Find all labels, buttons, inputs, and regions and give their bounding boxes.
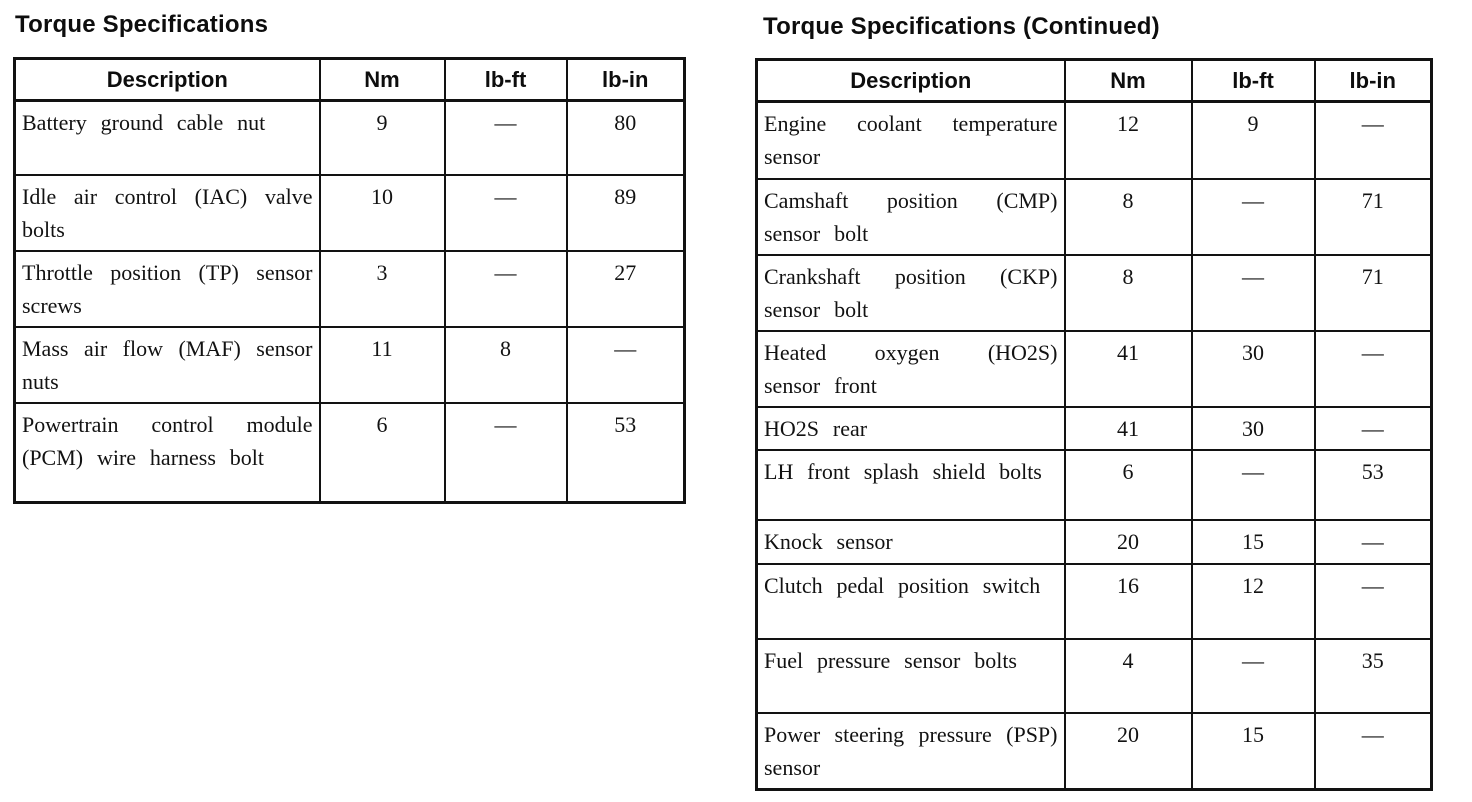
cell-lbin: —: [1313, 329, 1433, 408]
cell-nm: 8: [1063, 253, 1193, 332]
cell-lbft: —: [1190, 177, 1316, 256]
cell-nm: 8: [1063, 177, 1193, 256]
table-row: Crankshaft position (CKP) sensor bolt 8 …: [755, 253, 1433, 332]
cell-nm: 6: [1063, 448, 1193, 521]
cell-lbft: —: [443, 401, 568, 504]
table-row: HO2S rear 41 30 —: [755, 405, 1433, 451]
cell-lbin: —: [1313, 562, 1433, 640]
cell-lbft: 30: [1190, 405, 1316, 451]
cell-nm: 41: [1063, 329, 1193, 408]
cell-nm: 3: [318, 249, 446, 328]
cell-lbft: —: [1190, 637, 1316, 714]
cell-nm: 11: [318, 325, 446, 404]
cell-lbin: —: [1313, 518, 1433, 565]
cell-description: Camshaft position (CMP) sensor bolt: [755, 177, 1066, 256]
cell-lbft: —: [443, 249, 568, 328]
cell-nm: 9: [318, 99, 446, 176]
table-row: Clutch pedal position switch 16 12 —: [755, 562, 1433, 640]
cell-description: Knock sensor: [755, 518, 1066, 565]
table-row: Engine coolant temperature sensor 12 9 —: [755, 100, 1433, 180]
cell-description: Fuel pressure sensor bolts: [755, 637, 1066, 714]
cell-nm: 4: [1063, 637, 1193, 714]
column-header-nm: Nm: [318, 57, 446, 102]
cell-lbin: 27: [565, 249, 686, 328]
cell-lbin: —: [1313, 100, 1433, 180]
cell-description: HO2S rear: [755, 405, 1066, 451]
cell-lbin: 71: [1313, 177, 1433, 256]
cell-nm: 41: [1063, 405, 1193, 451]
cell-lbft: —: [443, 99, 568, 176]
cell-lbin: 71: [1313, 253, 1433, 332]
cell-lbft: 12: [1190, 562, 1316, 640]
table-row: Power steering pressure (PSP) sensor 20 …: [755, 711, 1433, 790]
cell-lbft: 15: [1190, 711, 1316, 790]
cell-description: Power steering pressure (PSP) sensor: [755, 711, 1066, 790]
table-row: Idle air control (IAC) valve bolts 10 — …: [13, 173, 686, 252]
cell-lbin: 53: [565, 401, 686, 504]
column-header-description: Description: [13, 57, 321, 102]
table-row: Heated oxygen (HO2S) sensor front 41 30 …: [755, 329, 1433, 408]
table-row: Powertrain control module (PCM) wire har…: [13, 401, 686, 504]
torque-specifications-continued-table: Description Nm lb-ft lb-in Engine coolan…: [755, 58, 1433, 791]
column-header-nm: Nm: [1063, 58, 1193, 103]
column-header-lbft: lb-ft: [1190, 58, 1316, 103]
cell-lbft: 9: [1190, 100, 1316, 180]
cell-lbin: 35: [1313, 637, 1433, 714]
cell-description: Heated oxygen (HO2S) sensor front: [755, 329, 1066, 408]
cell-lbin: —: [565, 325, 686, 404]
cell-lbin: —: [1313, 405, 1433, 451]
table-header-row: Description Nm lb-ft lb-in: [13, 57, 686, 102]
cell-lbin: 89: [565, 173, 686, 252]
table-title-torque-specs: Torque Specifications: [15, 11, 269, 38]
table-row: LH front splash shield bolts 6 — 53: [755, 448, 1433, 521]
cell-lbft: —: [443, 173, 568, 252]
cell-lbft: 8: [443, 325, 568, 404]
table-row: Fuel pressure sensor bolts 4 — 35: [755, 637, 1433, 714]
cell-nm: 12: [1063, 100, 1193, 180]
cell-description: Idle air control (IAC) valve bolts: [13, 173, 321, 252]
table-row: Knock sensor 20 15 —: [755, 518, 1433, 565]
table-row: Throttle position (TP) sensor screws 3 —…: [13, 249, 686, 328]
column-header-lbft: lb-ft: [443, 57, 568, 102]
column-header-description: Description: [755, 58, 1066, 103]
table-row: Mass air flow (MAF) sensor nuts 11 8 —: [13, 325, 686, 404]
cell-description: Throttle position (TP) sensor screws: [13, 249, 321, 328]
cell-description: LH front splash shield bolts: [755, 448, 1066, 521]
table-header-row: Description Nm lb-ft lb-in: [755, 58, 1433, 103]
cell-lbft: 15: [1190, 518, 1316, 565]
cell-description: Powertrain control module (PCM) wire har…: [13, 401, 321, 504]
cell-description: Crankshaft position (CKP) sensor bolt: [755, 253, 1066, 332]
cell-description: Mass air flow (MAF) sensor nuts: [13, 325, 321, 404]
cell-lbin: —: [1313, 711, 1433, 790]
table-title-torque-specs-continued: Torque Specifications (Continued): [763, 13, 1160, 40]
cell-nm: 6: [318, 401, 446, 504]
cell-description: Battery ground cable nut: [13, 99, 321, 176]
cell-description: Engine coolant temperature sensor: [755, 100, 1066, 180]
cell-lbft: 30: [1190, 329, 1316, 408]
cell-nm: 16: [1063, 562, 1193, 640]
cell-lbin: 53: [1313, 448, 1433, 521]
torque-specifications-table: Description Nm lb-ft lb-in Battery groun…: [13, 57, 686, 504]
cell-nm: 10: [318, 173, 446, 252]
cell-lbft: —: [1190, 253, 1316, 332]
cell-description: Clutch pedal position switch: [755, 562, 1066, 640]
table-row: Battery ground cable nut 9 — 80: [13, 99, 686, 176]
table-row: Camshaft position (CMP) sensor bolt 8 — …: [755, 177, 1433, 256]
column-header-lbin: lb-in: [1313, 58, 1433, 103]
cell-nm: 20: [1063, 518, 1193, 565]
column-header-lbin: lb-in: [565, 57, 686, 102]
cell-nm: 20: [1063, 711, 1193, 790]
cell-lbft: —: [1190, 448, 1316, 521]
cell-lbin: 80: [565, 99, 686, 176]
